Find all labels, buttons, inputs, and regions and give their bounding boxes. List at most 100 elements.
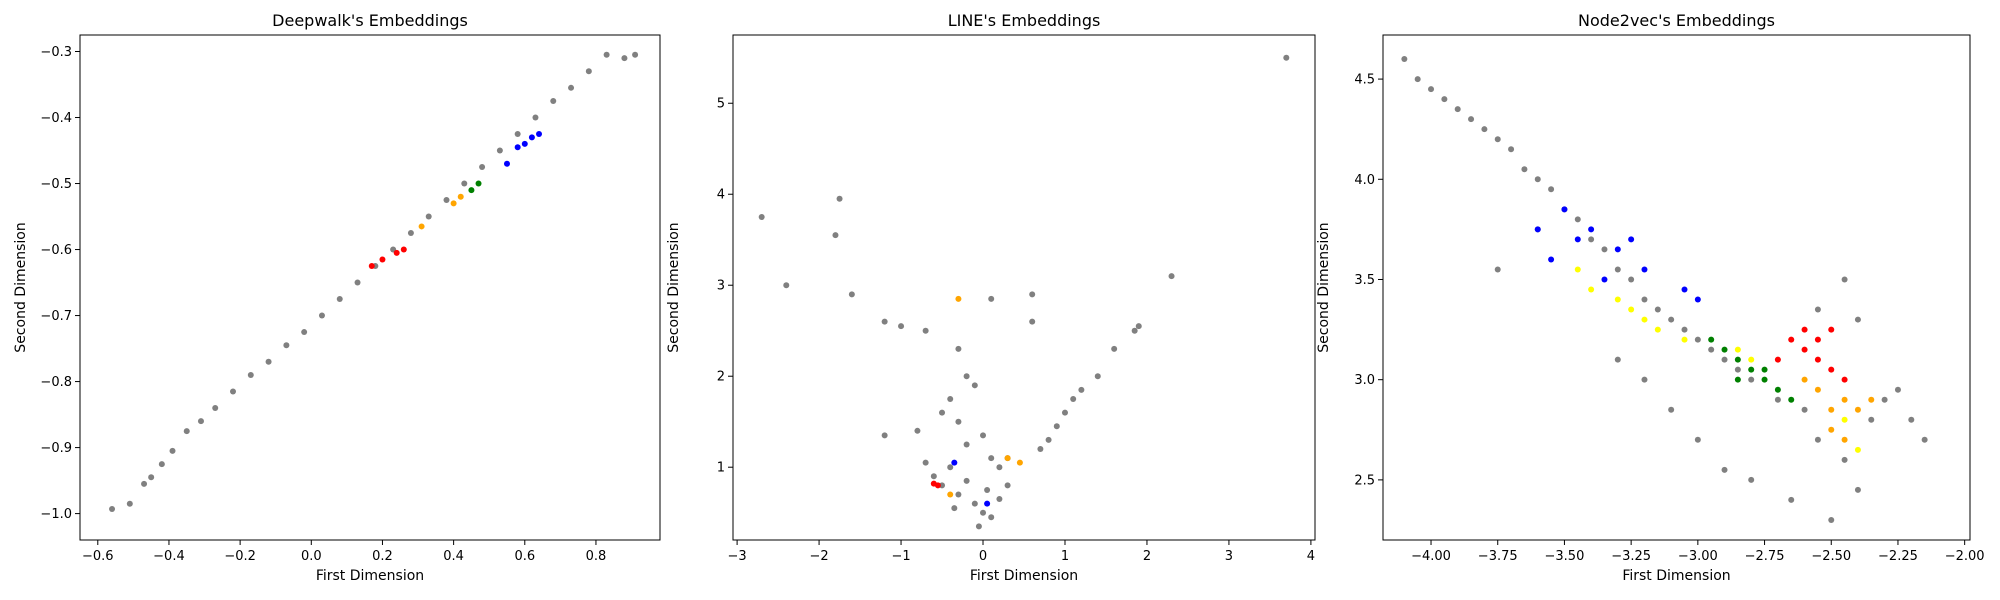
data-point-gray [443,197,450,204]
data-point-gray [1548,186,1555,193]
data-point-red [393,249,400,256]
data-point-blue [503,160,510,167]
data-point-red [934,482,941,489]
data-point-blue [1588,226,1595,233]
data-point-blue [1601,276,1608,283]
data-point-red [379,256,386,263]
data-point-gray [1508,146,1515,153]
y-tick-label: −0.5 [40,177,72,192]
data-point-gray [1854,486,1861,493]
data-point-gray [265,358,272,365]
y-tick-label: −1.0 [40,507,72,522]
data-point-gray [425,213,432,220]
data-point-blue [984,500,991,507]
y-tick-label: 2.5 [1354,473,1375,488]
x-tick-label: −0.4 [153,549,185,564]
data-point-green [1734,376,1741,383]
x-tick-label: 2 [1143,549,1151,564]
data-point-gray [1721,466,1728,473]
data-point-orange [450,200,457,207]
data-point-gray [514,131,521,138]
y-axis-label: Second Dimension [13,222,29,352]
data-point-gray [848,291,855,298]
data-point-orange [1814,386,1821,393]
data-point-red [1788,336,1795,343]
data-point-gray [1131,327,1138,334]
data-point-blue [1548,256,1555,263]
data-point-green [1721,346,1728,353]
data-point-gray [1641,296,1648,303]
chart-title: Node2vec's Embeddings [1578,11,1775,30]
x-tick-label: −0.2 [224,549,256,564]
data-point-gray [1468,116,1475,123]
data-point-yellow [1854,446,1861,453]
data-point-green [1774,386,1781,393]
data-point-gray [632,51,639,58]
data-point-orange [955,295,962,302]
data-point-gray [955,418,962,425]
data-point-gray [1111,345,1118,352]
data-point-gray [898,323,905,330]
data-point-gray [947,395,954,402]
data-point-blue [1574,236,1581,243]
data-point-green [1761,366,1768,373]
data-point-red [368,263,375,270]
data-point-gray [283,342,290,349]
y-tick-label: −0.3 [40,45,72,60]
data-point-gray [1045,436,1052,443]
y-tick-label: 4.0 [1354,173,1375,188]
data-point-gray [141,480,148,487]
data-point-gray [996,464,1003,471]
data-point-blue [1641,266,1648,273]
x-tick-label: −4.00 [1411,549,1451,564]
data-point-gray [971,500,978,507]
data-point-gray [407,230,414,237]
data-point-gray [109,505,116,512]
chart-panel-3: −4.00 −3.75 −3.50 −3.25 −3.00 −2.75 −2.50 −2.25… [1316,11,1985,584]
data-point-gray [1814,306,1821,313]
data-point-gray [1668,406,1675,413]
data-point-gray [930,473,937,480]
x-axis-label: First Dimension [1622,568,1730,584]
data-point-gray [1283,54,1290,61]
y-tick-label: −0.7 [40,309,72,324]
data-point-gray [318,312,325,319]
data-point-gray [1614,266,1621,273]
chart-panel-2: −3 −2 −1 0 1 2 3 4 1 2 3 4 5 LINE's Embeddings First D… [666,11,1316,584]
data-point-gray [247,371,254,378]
data-point-red [1774,356,1781,363]
data-point-gray [971,382,978,389]
data-point-gray [1894,386,1901,393]
data-point-gray [1788,496,1795,503]
chart-title: Deepwalk's Embeddings [272,11,468,30]
data-point-green [1788,396,1795,403]
data-point-gray [1588,236,1595,243]
data-point-yellow [1588,286,1595,293]
x-tick-label: −2.50 [1811,549,1851,564]
x-tick-label: −3.00 [1678,549,1718,564]
data-point-gray [1814,436,1821,443]
data-point-gray [980,509,987,516]
data-point-gray [914,427,921,434]
data-point-gray [922,327,929,334]
data-point-blue [1694,296,1701,303]
data-point-gray [1494,266,1501,273]
data-point-gray [783,282,790,289]
data-point-yellow [1681,336,1688,343]
data-point-gray [1854,316,1861,323]
data-point-gray [1521,166,1528,173]
x-tick-label: −3.75 [1478,549,1518,564]
data-point-gray [603,51,610,58]
data-point-yellow [1628,306,1635,313]
data-point-yellow [1574,266,1581,273]
data-point-green [475,180,482,187]
y-tick-label: 3.0 [1354,373,1375,388]
x-tick-label: −2.75 [1745,549,1785,564]
data-point-gray [1801,406,1808,413]
data-point-orange [418,223,425,230]
data-point-yellow [1614,296,1621,303]
data-point-gray [1441,96,1448,103]
data-point-orange [1868,396,1875,403]
data-point-yellow [1734,346,1741,353]
x-tick-label: 0.2 [372,549,393,564]
